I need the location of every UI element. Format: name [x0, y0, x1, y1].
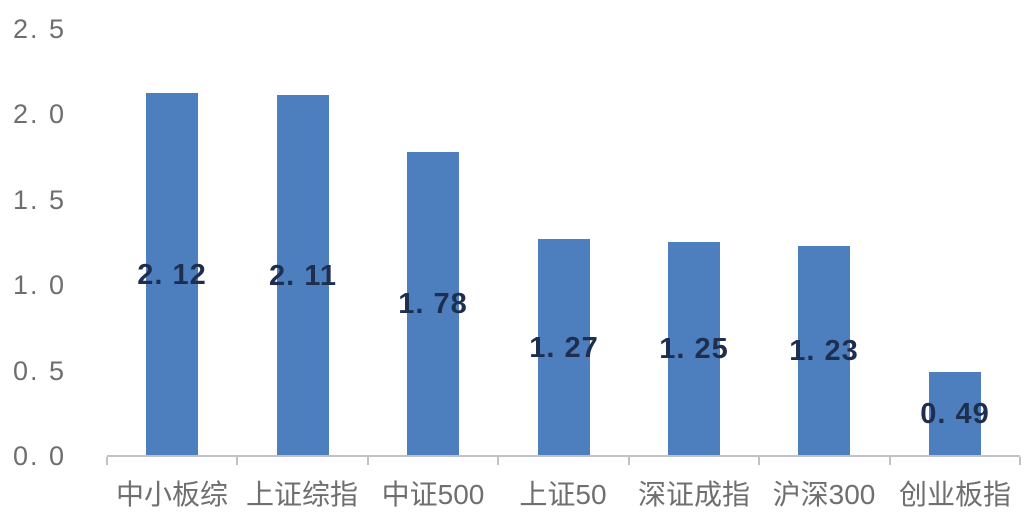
bar: [277, 95, 329, 456]
y-tick-label: 0. 0: [13, 441, 67, 471]
x-axis-tick: [106, 457, 108, 465]
x-axis-tick: [497, 457, 499, 465]
x-axis-tick: [758, 457, 760, 465]
x-category-label: 创业板指: [898, 479, 1011, 510]
x-axis-tick: [628, 457, 630, 465]
x-category-label: 沪深300: [772, 479, 876, 510]
x-axis-tick: [1019, 457, 1021, 465]
x-category-label: 中证500: [381, 479, 485, 510]
bar-value-label: 1. 78: [398, 288, 468, 320]
bar-value-label: 1. 25: [659, 333, 729, 365]
bar: [146, 93, 198, 456]
y-tick-label: 0. 5: [13, 355, 67, 386]
bar-value-label: 2. 11: [269, 260, 337, 292]
y-tick-label: 2. 5: [13, 13, 67, 44]
y-tick-label: 2. 0: [13, 99, 67, 129]
bar: [929, 372, 981, 456]
x-category-label: 中小板综: [115, 479, 228, 510]
x-axis-tick: [236, 457, 238, 465]
x-category-label: 上证50: [519, 479, 607, 510]
bar: [668, 242, 720, 456]
bar-value-label: 1. 27: [529, 332, 599, 364]
y-tick-label: 1. 5: [13, 184, 67, 215]
bar-value-label: 2. 12: [137, 259, 207, 291]
bar-value-label: 1. 23: [789, 335, 859, 367]
x-category-label: 上证综指: [245, 479, 358, 510]
bar-value-label: 0. 49: [920, 398, 990, 430]
x-category-label: 深证成指: [637, 479, 750, 510]
x-axis-tick: [889, 457, 891, 465]
x-axis-line: [107, 455, 1020, 457]
x-axis-tick: [367, 457, 369, 465]
y-tick-label: 1. 0: [13, 270, 67, 300]
bar: [798, 246, 850, 456]
bar: [538, 239, 590, 456]
bar: [407, 152, 459, 456]
